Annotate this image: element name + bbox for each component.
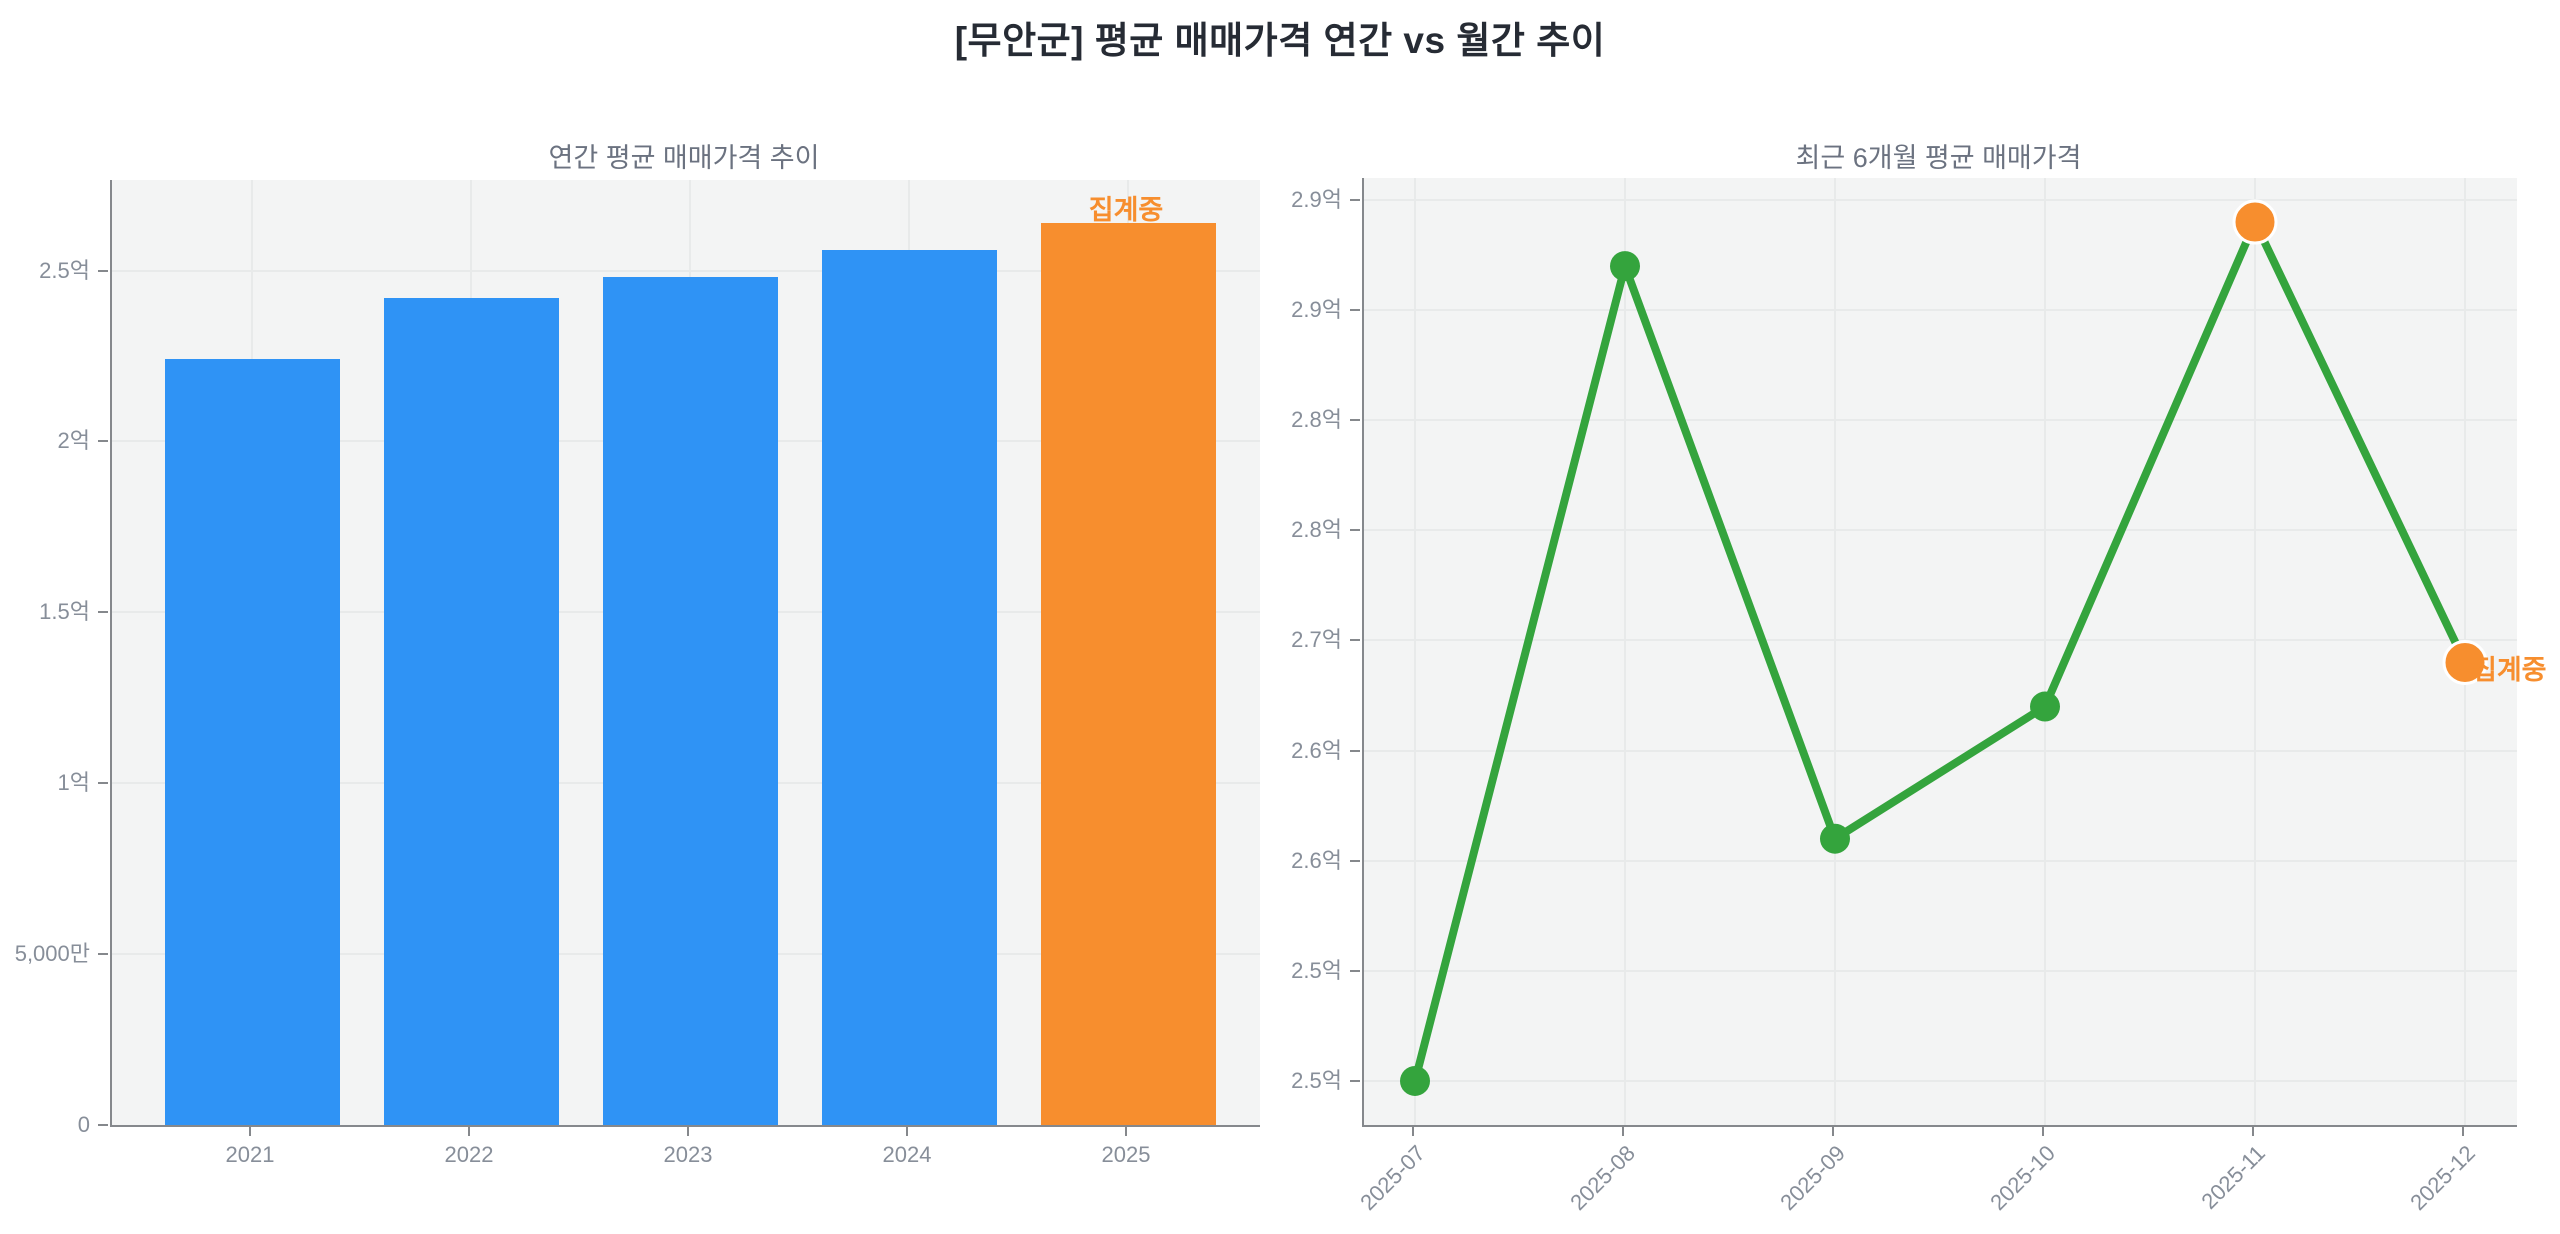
x-tick-mark — [1832, 1127, 1834, 1136]
x-tick-label: 2021 — [225, 1142, 275, 1167]
y-tick-mark — [1350, 1079, 1360, 1082]
y-tick-mark — [98, 1124, 108, 1126]
gridline-v — [1414, 178, 1416, 1125]
line-chart-plot-area — [1362, 178, 2517, 1127]
gridline-v — [2044, 178, 2046, 1125]
y-tick-label: 2.9억 — [1291, 297, 1342, 323]
data-point-2025-10 — [2030, 691, 2060, 722]
x-tick-label: 2025-07 — [1355, 1140, 1430, 1216]
x-tick-mark — [1622, 1127, 1624, 1136]
gridline-v — [1834, 178, 1836, 1125]
x-tick-mark — [906, 1127, 908, 1136]
line-chart-title: 최근 6개월 평균 매매가격 — [1795, 143, 2082, 173]
gridline-v — [2254, 178, 2256, 1125]
y-tick-mark — [98, 953, 108, 956]
data-point-2025-07 — [1400, 1065, 1430, 1096]
x-tick-label: 2025-12 — [2405, 1140, 2480, 1216]
data-point-2025-08 — [1610, 251, 1640, 282]
data-point-2025-11 — [2232, 199, 2278, 245]
y-tick-mark — [1350, 199, 1360, 202]
bar-chart-aggregating-annotation: 집계중 — [1088, 195, 1164, 225]
x-tick-label: 2025 — [1101, 1142, 1151, 1167]
y-tick-label: 5,000만 — [14, 941, 90, 967]
x-tick-mark — [2462, 1127, 2464, 1136]
y-tick-mark — [1350, 639, 1360, 642]
gridline-h — [1364, 199, 2517, 202]
y-tick-label: 2.8억 — [1291, 517, 1342, 543]
x-tick-mark — [468, 1127, 470, 1136]
line-chart-aggregating-annotation: 집계중 — [2472, 655, 2547, 685]
x-tick-label: 2025-10 — [1985, 1140, 2060, 1216]
y-tick-label: 2.5억 — [1291, 1067, 1342, 1093]
y-tick-mark — [98, 440, 108, 443]
gridline-h — [1364, 419, 2517, 422]
y-tick-label: 2.7억 — [1291, 627, 1342, 653]
y-tick-mark — [98, 269, 108, 272]
bar-2024 — [821, 250, 997, 1125]
bar-2021 — [164, 359, 340, 1125]
x-tick-label: 2022 — [444, 1142, 494, 1167]
x-tick-mark — [1412, 1127, 1414, 1136]
y-tick-mark — [1350, 309, 1360, 312]
y-tick-mark — [1350, 969, 1360, 972]
x-tick-label: 2025-08 — [1565, 1140, 1640, 1216]
y-tick-mark — [1350, 419, 1360, 422]
gridline-h — [1364, 1079, 2517, 1082]
price-line — [1411, 218, 2469, 1085]
bar-chart-title: 연간 평균 매매가격 추이 — [548, 143, 820, 173]
gridline-h — [1364, 639, 2517, 642]
gridline-v — [1624, 178, 1626, 1125]
x-tick-label: 2025-11 — [2196, 1140, 2270, 1214]
bar-2022 — [383, 297, 559, 1125]
x-tick-label: 2025-09 — [1775, 1140, 1850, 1216]
main-title: [무안군] 평균 매매가격 연간 vs 월간 추이 — [954, 20, 1606, 61]
x-tick-mark — [2042, 1127, 2044, 1136]
gridline-h — [112, 269, 1260, 272]
y-tick-label: 1.5억 — [39, 599, 90, 625]
y-tick-label: 2.5억 — [39, 257, 90, 283]
data-point-2025-12 — [2442, 640, 2488, 686]
y-tick-label: 2.9억 — [1291, 187, 1342, 213]
gridline-h — [1364, 309, 2517, 312]
y-tick-label: 0 — [77, 1112, 90, 1137]
y-tick-label: 2.5억 — [1291, 957, 1342, 983]
x-tick-mark — [2252, 1127, 2254, 1136]
y-tick-label: 1억 — [57, 770, 90, 796]
y-tick-label: 2억 — [57, 428, 90, 454]
x-tick-mark — [249, 1127, 251, 1136]
bar-2025 — [1040, 222, 1216, 1125]
x-tick-mark — [1125, 1127, 1127, 1136]
y-tick-label: 2.8억 — [1291, 407, 1342, 433]
line-series-svg — [1400, 199, 2488, 1096]
y-tick-mark — [1350, 529, 1360, 532]
x-tick-label: 2024 — [882, 1142, 932, 1167]
y-tick-mark — [1350, 859, 1360, 862]
x-tick-mark — [687, 1127, 689, 1136]
gridline-h — [1364, 859, 2517, 862]
bar-2023 — [602, 277, 778, 1125]
y-tick-mark — [98, 611, 108, 614]
bar-chart-plot-area — [110, 180, 1260, 1127]
gridline-h — [1364, 969, 2517, 972]
y-tick-label: 2.6억 — [1291, 737, 1342, 763]
y-tick-label: 2.6억 — [1291, 847, 1342, 873]
data-point-2025-09 — [1820, 823, 1850, 854]
x-tick-label: 2023 — [663, 1142, 713, 1167]
gridline-h — [1364, 749, 2517, 752]
y-tick-mark — [1350, 749, 1360, 752]
y-tick-mark — [98, 782, 108, 785]
gridline-h — [1364, 529, 2517, 532]
